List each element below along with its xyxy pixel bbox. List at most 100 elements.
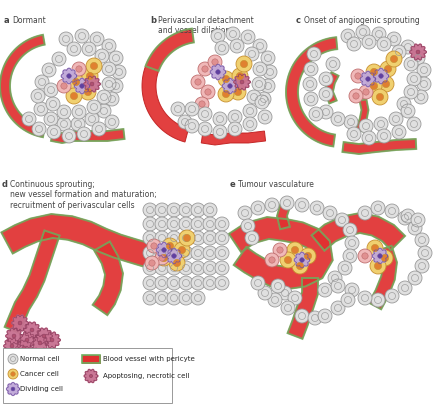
Circle shape [86, 72, 93, 80]
Polygon shape [373, 68, 389, 84]
Circle shape [155, 291, 169, 305]
Circle shape [416, 50, 420, 54]
Circle shape [371, 293, 385, 307]
Circle shape [303, 77, 317, 91]
Circle shape [398, 211, 412, 225]
Polygon shape [148, 239, 176, 258]
Circle shape [247, 90, 261, 104]
Circle shape [309, 107, 323, 121]
Circle shape [366, 78, 382, 94]
Circle shape [105, 115, 119, 129]
Circle shape [370, 68, 377, 76]
Circle shape [308, 311, 322, 325]
Circle shape [145, 256, 159, 270]
Polygon shape [74, 78, 90, 94]
Circle shape [253, 62, 267, 76]
Text: Tumour vasculature: Tumour vasculature [238, 180, 314, 189]
Text: Normal cell: Normal cell [20, 356, 60, 362]
Circle shape [417, 77, 431, 91]
Circle shape [401, 40, 415, 54]
Polygon shape [277, 205, 290, 229]
Polygon shape [201, 131, 266, 145]
Circle shape [179, 230, 195, 246]
Circle shape [50, 338, 54, 342]
Circle shape [397, 97, 411, 111]
Circle shape [87, 100, 101, 114]
Polygon shape [51, 129, 124, 143]
Circle shape [271, 279, 285, 293]
Polygon shape [6, 328, 22, 344]
Circle shape [213, 112, 227, 126]
Circle shape [228, 122, 242, 136]
Circle shape [218, 71, 234, 87]
Polygon shape [84, 76, 100, 92]
Circle shape [359, 85, 373, 99]
Circle shape [243, 117, 257, 131]
Circle shape [203, 276, 217, 290]
Circle shape [109, 51, 123, 65]
Circle shape [228, 110, 242, 124]
Polygon shape [4, 338, 20, 354]
Circle shape [90, 62, 97, 70]
Circle shape [362, 253, 368, 259]
Circle shape [167, 231, 181, 245]
Circle shape [370, 258, 386, 274]
Text: a: a [4, 16, 10, 25]
Polygon shape [16, 340, 32, 356]
Circle shape [216, 70, 220, 74]
Circle shape [367, 240, 383, 256]
Circle shape [281, 301, 295, 315]
Circle shape [102, 62, 116, 76]
Circle shape [310, 201, 324, 215]
Circle shape [222, 90, 229, 98]
Circle shape [226, 27, 240, 41]
Circle shape [236, 56, 252, 72]
Circle shape [80, 84, 96, 100]
Circle shape [179, 276, 193, 290]
Circle shape [70, 92, 78, 100]
Circle shape [95, 49, 109, 63]
Polygon shape [294, 252, 310, 268]
Text: d: d [2, 180, 8, 189]
Circle shape [179, 246, 186, 254]
Circle shape [335, 213, 349, 227]
Circle shape [377, 37, 391, 51]
Polygon shape [84, 369, 98, 383]
Circle shape [218, 86, 234, 102]
Circle shape [258, 286, 272, 300]
Circle shape [318, 283, 332, 297]
Circle shape [191, 276, 205, 290]
Circle shape [343, 249, 357, 263]
Circle shape [178, 115, 192, 129]
Polygon shape [369, 246, 397, 309]
Circle shape [42, 334, 46, 338]
Circle shape [191, 291, 205, 305]
Circle shape [417, 63, 431, 77]
Circle shape [323, 206, 337, 220]
Circle shape [355, 73, 361, 79]
Circle shape [72, 79, 80, 85]
Circle shape [363, 89, 369, 95]
Circle shape [66, 88, 82, 104]
Circle shape [201, 85, 215, 99]
Polygon shape [24, 322, 40, 338]
Polygon shape [7, 382, 19, 396]
Circle shape [22, 346, 26, 350]
Text: b: b [150, 16, 156, 25]
Circle shape [213, 125, 227, 139]
Circle shape [345, 236, 359, 250]
Circle shape [265, 198, 279, 212]
Circle shape [240, 80, 244, 84]
Circle shape [414, 90, 428, 104]
Circle shape [241, 60, 248, 68]
Circle shape [155, 251, 169, 265]
Circle shape [199, 101, 205, 107]
Circle shape [374, 262, 381, 270]
Circle shape [338, 261, 352, 275]
Circle shape [385, 289, 399, 303]
Text: Apoptosing, necrotic cell: Apoptosing, necrotic cell [103, 373, 189, 379]
Circle shape [30, 328, 34, 332]
Circle shape [198, 107, 212, 121]
Circle shape [211, 29, 225, 43]
Polygon shape [61, 68, 77, 84]
